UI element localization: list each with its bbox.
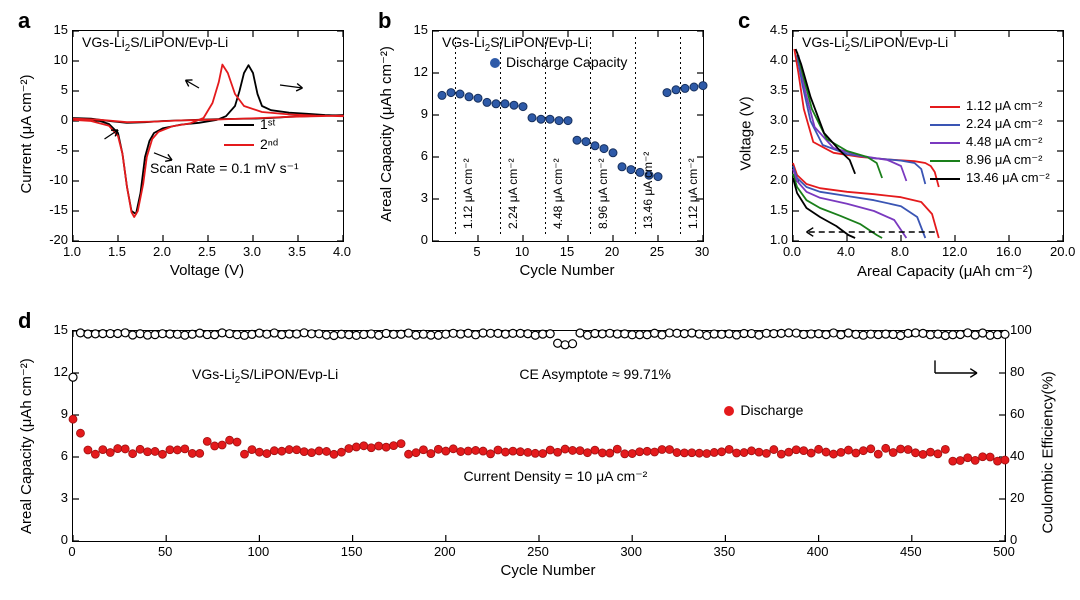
panel-d-label: d: [18, 308, 31, 334]
panel-d-plot: [72, 330, 1006, 542]
panel-c-label: c: [738, 8, 750, 34]
panel-a-plot: [72, 30, 344, 242]
panel-a-label: a: [18, 8, 30, 34]
figure-root: a b c d 1.01.52.02.53.03.54.0-20-15-10-5…: [0, 0, 1080, 600]
panel-b-label: b: [378, 8, 391, 34]
